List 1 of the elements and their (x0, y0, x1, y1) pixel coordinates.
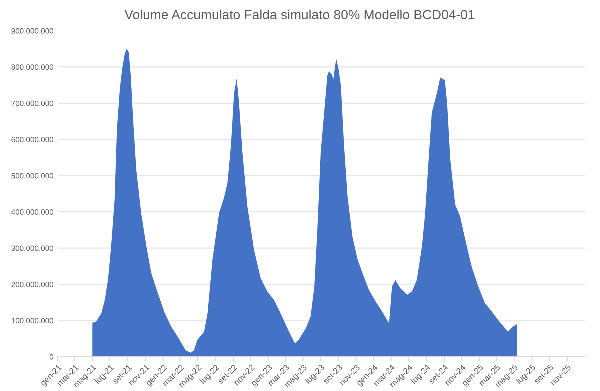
chart-title: Volume Accumulato Falda simulato 80% Modello BCD04-01 (124, 10, 475, 20)
